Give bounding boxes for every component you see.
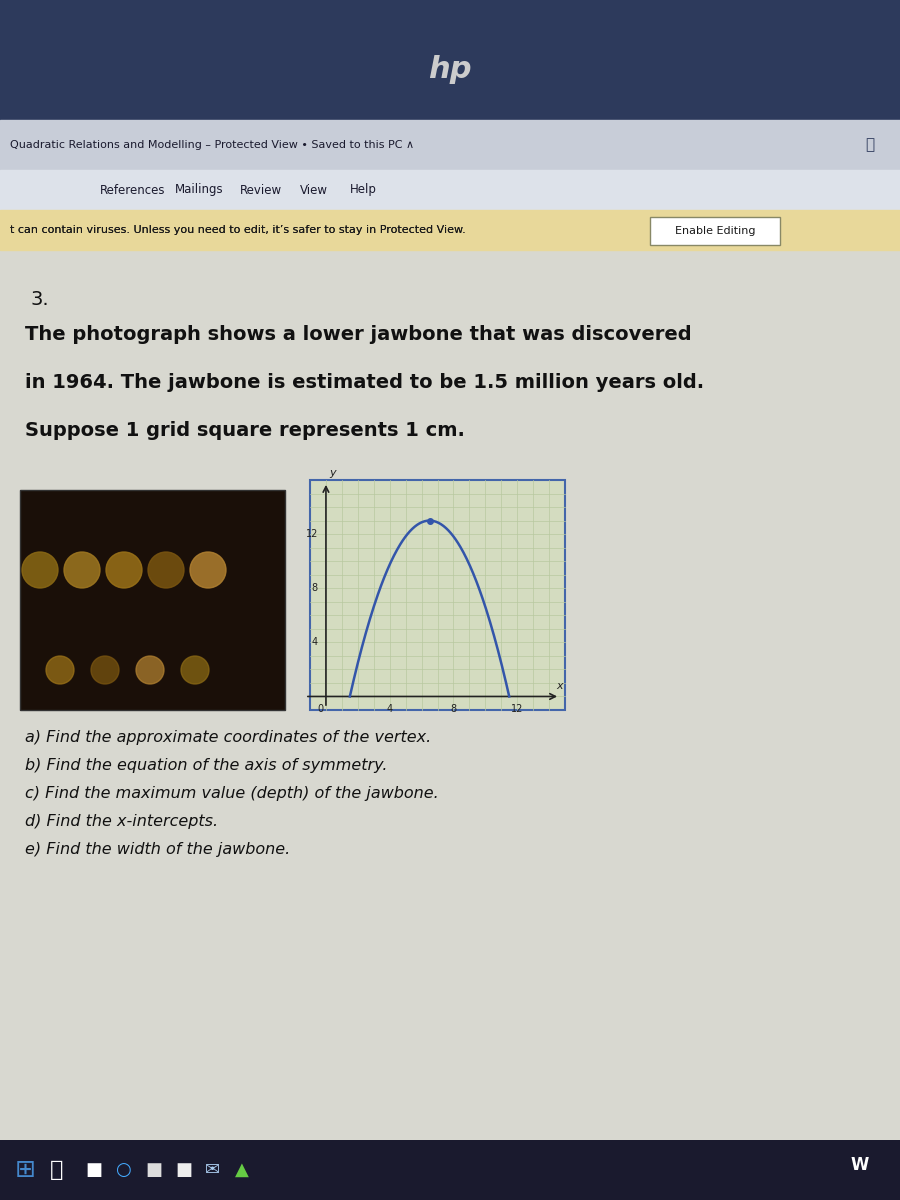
Bar — [0, 120, 900, 170]
Text: ▲: ▲ — [235, 1162, 249, 1178]
Text: 8: 8 — [311, 583, 318, 593]
Text: ■: ■ — [175, 1162, 192, 1178]
Text: W: W — [850, 1156, 869, 1174]
Circle shape — [106, 552, 142, 588]
Text: Suppose 1 grid square represents 1 cm.: Suppose 1 grid square represents 1 cm. — [25, 421, 465, 440]
Text: Mailings: Mailings — [175, 184, 223, 197]
Circle shape — [64, 552, 100, 588]
Text: t can contain viruses. Unless you need to edit, it’s safer to stay in Protected : t can contain viruses. Unless you need t… — [10, 226, 466, 235]
Text: c) Find the maximum value (depth) of the jawbone.: c) Find the maximum value (depth) of the… — [25, 786, 439, 802]
Bar — [0, 0, 900, 120]
Bar — [20, 490, 285, 710]
Text: 12: 12 — [306, 529, 318, 539]
Circle shape — [46, 656, 74, 684]
Circle shape — [136, 656, 164, 684]
Bar — [310, 480, 565, 710]
Text: in 1964. The jawbone is estimated to be 1.5 million years old.: in 1964. The jawbone is estimated to be … — [25, 373, 704, 392]
Text: References: References — [100, 184, 166, 197]
Circle shape — [91, 656, 119, 684]
Circle shape — [148, 552, 184, 588]
Text: The photograph shows a lower jawbone that was discovered: The photograph shows a lower jawbone tha… — [25, 325, 691, 344]
Text: x: x — [556, 682, 563, 691]
Text: 3.: 3. — [30, 290, 49, 308]
Text: ○: ○ — [115, 1162, 130, 1178]
Text: a) Find the approximate coordinates of the vertex.: a) Find the approximate coordinates of t… — [25, 730, 431, 745]
Text: Help: Help — [350, 184, 377, 197]
Text: d) Find the x-intercepts.: d) Find the x-intercepts. — [25, 814, 218, 829]
Text: 4: 4 — [311, 637, 318, 647]
Circle shape — [190, 552, 226, 588]
Text: ⌕: ⌕ — [865, 138, 874, 152]
Text: t can contain viruses. Unless you need to edit, it’s safer to stay in Protected : t can contain viruses. Unless you need t… — [10, 226, 466, 235]
Circle shape — [181, 656, 209, 684]
Text: b) Find the equation of the axis of symmetry.: b) Find the equation of the axis of symm… — [25, 758, 388, 773]
Bar — [0, 210, 900, 250]
Text: 12: 12 — [511, 704, 524, 714]
Text: hp: hp — [428, 55, 472, 84]
Bar — [650, 217, 780, 245]
Text: ⊞: ⊞ — [15, 1158, 36, 1182]
Circle shape — [22, 552, 58, 588]
Text: 4: 4 — [387, 704, 392, 714]
Text: ⌕: ⌕ — [50, 1160, 63, 1180]
Text: View: View — [300, 184, 328, 197]
Text: ✉: ✉ — [205, 1162, 220, 1178]
Text: e) Find the width of the jawbone.: e) Find the width of the jawbone. — [25, 842, 290, 857]
Text: ■: ■ — [85, 1162, 102, 1178]
Text: 0: 0 — [318, 704, 324, 714]
Bar — [0, 250, 900, 1200]
Text: 8: 8 — [450, 704, 456, 714]
Text: ■: ■ — [145, 1162, 162, 1178]
Text: y: y — [328, 468, 336, 478]
Text: Enable Editing: Enable Editing — [675, 226, 755, 236]
Text: Quadratic Relations and Modelling – Protected View • Saved to this PC ∧: Quadratic Relations and Modelling – Prot… — [10, 140, 414, 150]
Bar — [0, 1140, 900, 1200]
Text: Review: Review — [240, 184, 282, 197]
Bar — [0, 170, 900, 210]
